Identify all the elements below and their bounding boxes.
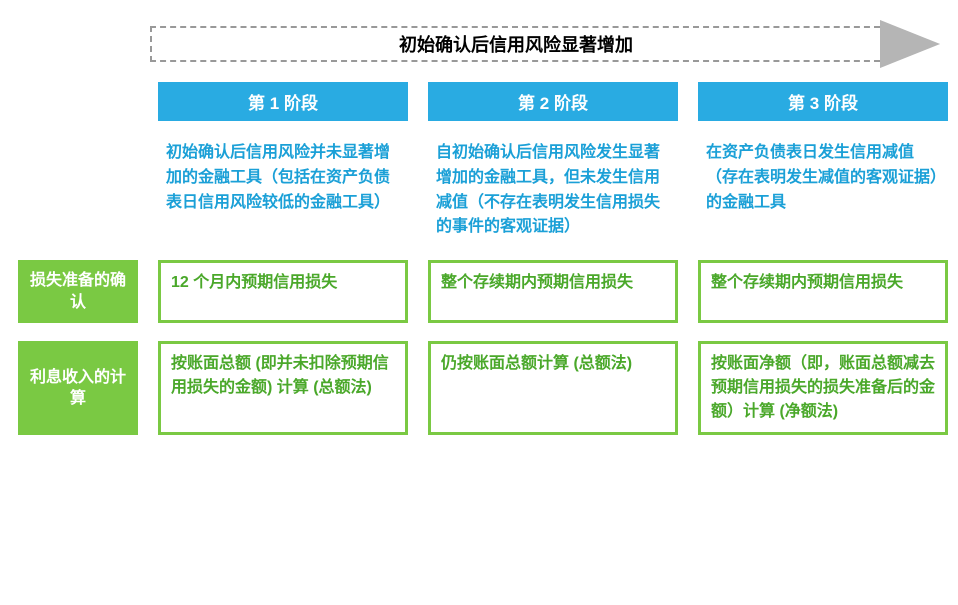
arrow-body: 初始确认后信用风险显著增加 [150, 26, 880, 62]
diagram-grid: 第 1 阶段 第 2 阶段 第 3 阶段 初始确认后信用风险并未显著增加的金融工… [18, 82, 938, 435]
row-label-interest-income: 利息收入的计算 [18, 341, 138, 435]
stage-header-3-text: 第 3 阶段 [788, 94, 858, 113]
cell-loss-3: 整个存续期内预期信用损失 [698, 260, 948, 323]
stage-header-2-text: 第 2 阶段 [518, 94, 588, 113]
row-label-loss-provision: 损失准备的确认 [18, 260, 138, 323]
stage-header-3: 第 3 阶段 [698, 82, 948, 121]
arrow-banner: 初始确认后信用风险显著增加 [150, 20, 950, 68]
cell-loss-2: 整个存续期内预期信用损失 [428, 260, 678, 323]
cell-interest-3: 按账面净额（即，账面总额减去预期信用损失的损失准备后的金额）计算 (净额法) [698, 341, 948, 435]
cell-loss-1: 12 个月内预期信用损失 [158, 260, 408, 323]
stage-desc-3: 在资产负债表日发生信用减值（存在表明发生减值的客观证据）的金融工具 [698, 139, 948, 217]
arrow-title: 初始确认后信用风险显著增加 [399, 31, 633, 57]
arrow-head-highlight [880, 20, 940, 68]
stage-header-1: 第 1 阶段 [158, 82, 408, 121]
stage-desc-2: 自初始确认后信用风险发生显著增加的金融工具，但未发生信用减值（不存在表明发生信用… [428, 139, 678, 242]
stage-header-1-text: 第 1 阶段 [248, 94, 318, 113]
stage-header-2: 第 2 阶段 [428, 82, 678, 121]
cell-interest-1: 按账面总额 (即并未扣除预期信用损失的金额) 计算 (总额法) [158, 341, 408, 435]
stage-desc-1: 初始确认后信用风险并未显著增加的金融工具（包括在资产负债表日信用风险较低的金融工… [158, 139, 408, 217]
cell-interest-2: 仍按账面总额计算 (总额法) [428, 341, 678, 435]
